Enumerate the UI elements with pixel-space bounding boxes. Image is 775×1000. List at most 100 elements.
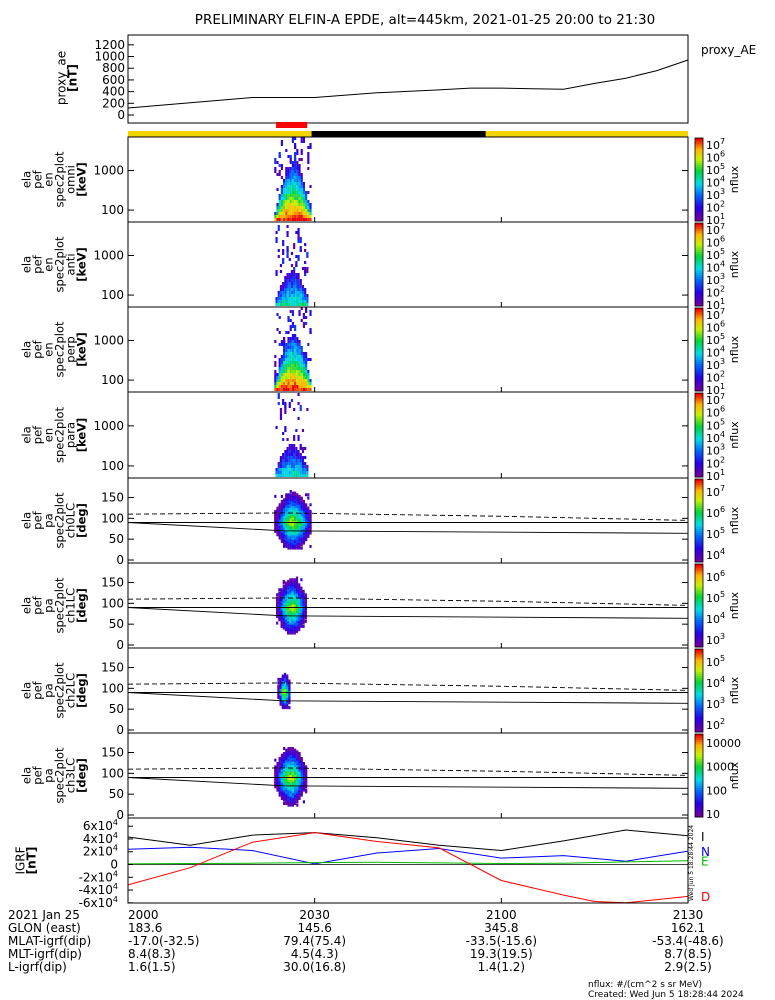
spectrogram-cell — [287, 518, 290, 522]
spectrogram-cell — [287, 586, 290, 590]
spectrogram-cell — [289, 349, 292, 352]
spectrogram-cell — [289, 355, 292, 358]
spectrogram-cell — [307, 379, 310, 382]
spectrogram-cell — [276, 313, 279, 316]
spectrogram-cell — [283, 523, 286, 527]
spectrogram-cell — [296, 777, 299, 780]
annotation-row-value: 8.4(8.3) — [128, 947, 176, 961]
spectrogram-cell — [296, 352, 299, 355]
spectrogram-cell — [289, 337, 292, 340]
colorbar-cell — [695, 794, 703, 797]
spectrogram-cell — [295, 628, 299, 632]
spectrogram-cell — [296, 526, 299, 530]
colorbar-cell — [695, 655, 703, 658]
spectrogram-cell — [296, 188, 299, 191]
spectrogram-cell — [300, 757, 303, 760]
spectrogram-cell — [276, 209, 279, 212]
colorbar-cell — [695, 164, 703, 168]
spectrogram-cell — [302, 787, 306, 790]
spectrogram-cell — [291, 388, 295, 391]
spectrogram-cell — [277, 681, 280, 685]
spectrogram-cell — [296, 782, 299, 785]
spectrogram-cell — [278, 603, 281, 607]
spectrogram-cell — [285, 544, 288, 548]
spectrogram-cell — [277, 462, 280, 465]
spectrogram-cell — [280, 762, 284, 765]
spectrogram-cell — [298, 498, 301, 502]
spectrogram-cell — [290, 456, 294, 459]
series-line-proxy-ae — [127, 59, 689, 109]
spectrogram-cell — [289, 499, 292, 503]
colorbar-cell — [695, 802, 703, 806]
spectrogram-cell — [294, 179, 297, 182]
colorbar-cell — [695, 649, 703, 652]
spectrogram-cell — [302, 614, 305, 618]
colorbar-cell — [695, 154, 703, 158]
spectrogram-cell — [283, 518, 286, 522]
spectrogram-cell — [285, 523, 288, 527]
spectrogram-cell — [298, 496, 301, 500]
spectrogram-cell — [278, 785, 281, 789]
spectrogram-cell — [294, 797, 297, 800]
colorbar-cell — [695, 364, 703, 367]
spectrogram-cell — [291, 782, 295, 785]
spectrogram-cell — [296, 376, 299, 379]
spectrogram-cell — [295, 276, 298, 279]
spectrogram-cell — [293, 599, 296, 603]
colorbar-cell — [695, 773, 703, 776]
spectrogram-cell — [280, 528, 284, 532]
spectrogram-cell — [284, 450, 287, 453]
colorbar-cell — [695, 399, 703, 402]
spectrogram-cell — [287, 382, 290, 385]
panel-spec2plot-ch0LC: 050100150elapefpaspec2plotch0LC[deg]1071… — [20, 477, 741, 567]
spectrogram-cell — [305, 194, 308, 197]
spectrogram-cell — [294, 212, 297, 215]
colorbar-cell — [695, 661, 703, 665]
spectrogram-cell — [278, 194, 281, 197]
spectrogram-cell — [301, 456, 305, 459]
colorbar-cell — [695, 183, 703, 187]
spectrogram-cell — [298, 361, 301, 364]
spectrogram-cell — [285, 516, 288, 520]
spectrogram-cell — [289, 498, 292, 502]
spectrogram-cell — [296, 203, 299, 206]
spectrogram-cell — [284, 586, 288, 590]
spectrogram-cell — [291, 508, 295, 512]
spectrogram-cell — [275, 231, 278, 234]
spectrogram-cell — [280, 521, 284, 525]
spectrogram-cell — [280, 176, 284, 179]
spectrogram-cell — [305, 783, 308, 787]
spectrogram-cell — [302, 137, 306, 143]
spectrogram-cell — [289, 161, 292, 164]
colorbar-cell — [695, 235, 703, 239]
spectrogram-cell — [282, 611, 285, 615]
spectrogram-cell — [295, 591, 299, 595]
spectrogram-cell — [295, 300, 298, 303]
spectrogram-cell — [298, 218, 301, 221]
spectrogram-cell — [296, 361, 299, 364]
spectrogram-cell — [276, 516, 279, 520]
spectrogram-cell — [283, 687, 287, 691]
spectrogram-cell — [300, 206, 303, 209]
spectrogram-cell — [298, 373, 301, 376]
colorbar-cell — [695, 738, 703, 741]
spectrogram-cell — [289, 361, 292, 364]
colorbar-cell — [695, 291, 703, 295]
spectrogram-cell — [294, 137, 297, 140]
status-segment — [128, 131, 312, 137]
loss-cone-solid-line — [127, 522, 689, 534]
colorbar-cell — [695, 316, 703, 319]
spectrogram-cell — [287, 519, 290, 523]
spectrogram-cell — [305, 307, 308, 313]
spectrogram-cell — [302, 376, 306, 379]
spectrogram-cell — [281, 674, 284, 678]
panel-frame — [127, 477, 689, 564]
y-axis-label: spec2plot — [52, 321, 66, 378]
spectrogram-cell — [305, 770, 308, 774]
colorbar-cell — [695, 249, 703, 253]
spectrogram-cell — [289, 768, 292, 772]
colorbar-cell — [695, 276, 703, 280]
spectrogram-cell — [302, 379, 306, 382]
colorbar-cell — [695, 158, 703, 162]
spectrogram-cell — [285, 501, 288, 505]
